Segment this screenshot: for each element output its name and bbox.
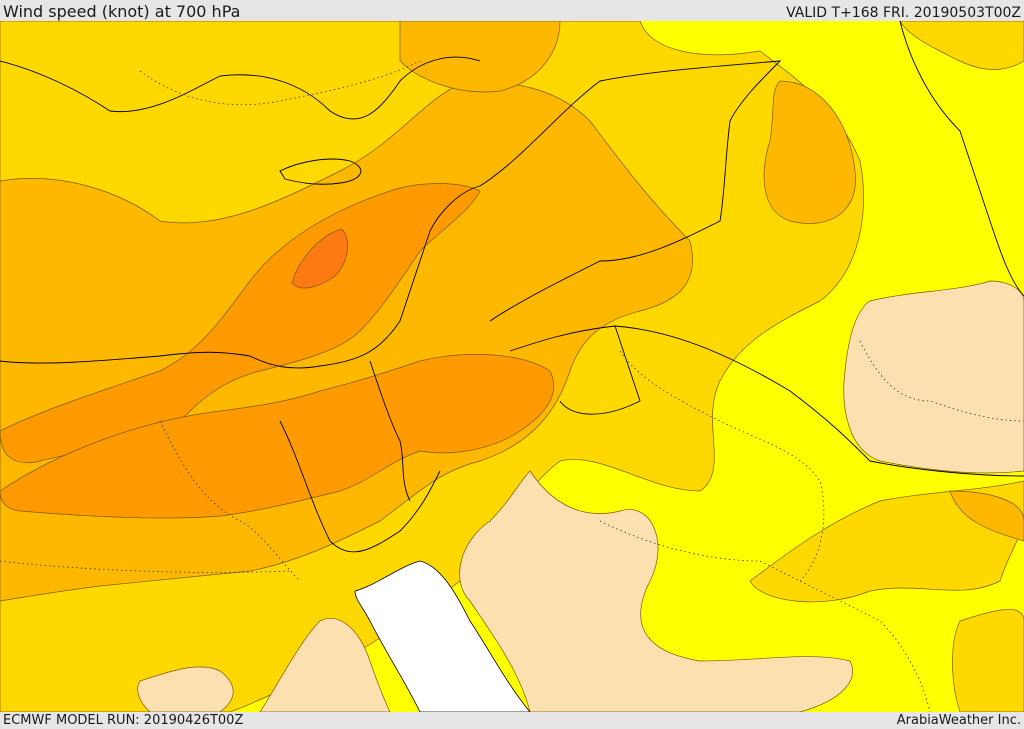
title-bar: Wind speed (knot) at 700 hPa VALID T+168… bbox=[0, 0, 1024, 21]
fresh-wind-zone-far-east bbox=[949, 490, 1024, 542]
coastline-turkey bbox=[0, 56, 481, 120]
moderate-wind-zone-east bbox=[749, 480, 1024, 603]
weak-wind-zone-sinai bbox=[259, 618, 391, 712]
fresh-wind-zone-north bbox=[399, 21, 561, 93]
border-egypt-israel bbox=[369, 360, 411, 502]
wind-speed-map[interactable] bbox=[0, 21, 1024, 712]
moderate-wind-zone-se bbox=[952, 609, 1024, 712]
admin-border bbox=[0, 560, 291, 573]
very-strong-wind-core bbox=[291, 228, 348, 289]
fresh-wind-zone-iraq bbox=[763, 80, 856, 224]
border-jordan-saudi bbox=[509, 325, 641, 415]
strong-wind-zone-south bbox=[0, 354, 555, 519]
admin-border bbox=[859, 340, 1024, 422]
admin-border bbox=[139, 60, 421, 106]
weak-wind-zone-sw bbox=[137, 666, 234, 712]
coastline-mediterranean bbox=[0, 185, 481, 369]
border-iran-iraq bbox=[899, 21, 1024, 297]
weak-wind-zone-east bbox=[843, 280, 1024, 474]
border-syria-iraq bbox=[479, 60, 782, 322]
red-sea bbox=[354, 560, 531, 712]
map-title: Wind speed (knot) at 700 hPa bbox=[3, 2, 241, 21]
provider-credit: ArabiaWeather Inc. bbox=[896, 713, 1021, 728]
admin-border bbox=[599, 520, 931, 712]
moderate-wind-zone-ne bbox=[899, 21, 1024, 70]
border-sinai bbox=[279, 420, 441, 553]
map-canvas bbox=[0, 21, 1024, 712]
weak-wind-zone-saudi bbox=[459, 470, 853, 712]
coastline-cyprus bbox=[279, 158, 362, 185]
valid-time: VALID T+168 FRI. 20190503T00Z bbox=[786, 5, 1021, 21]
border-iraq-saudi bbox=[614, 325, 1024, 477]
model-run: ECMWF MODEL RUN: 20190426T00Z bbox=[3, 713, 244, 728]
footer-bar: ECMWF MODEL RUN: 20190426T00Z ArabiaWeat… bbox=[0, 712, 1024, 729]
admin-border bbox=[159, 420, 301, 582]
